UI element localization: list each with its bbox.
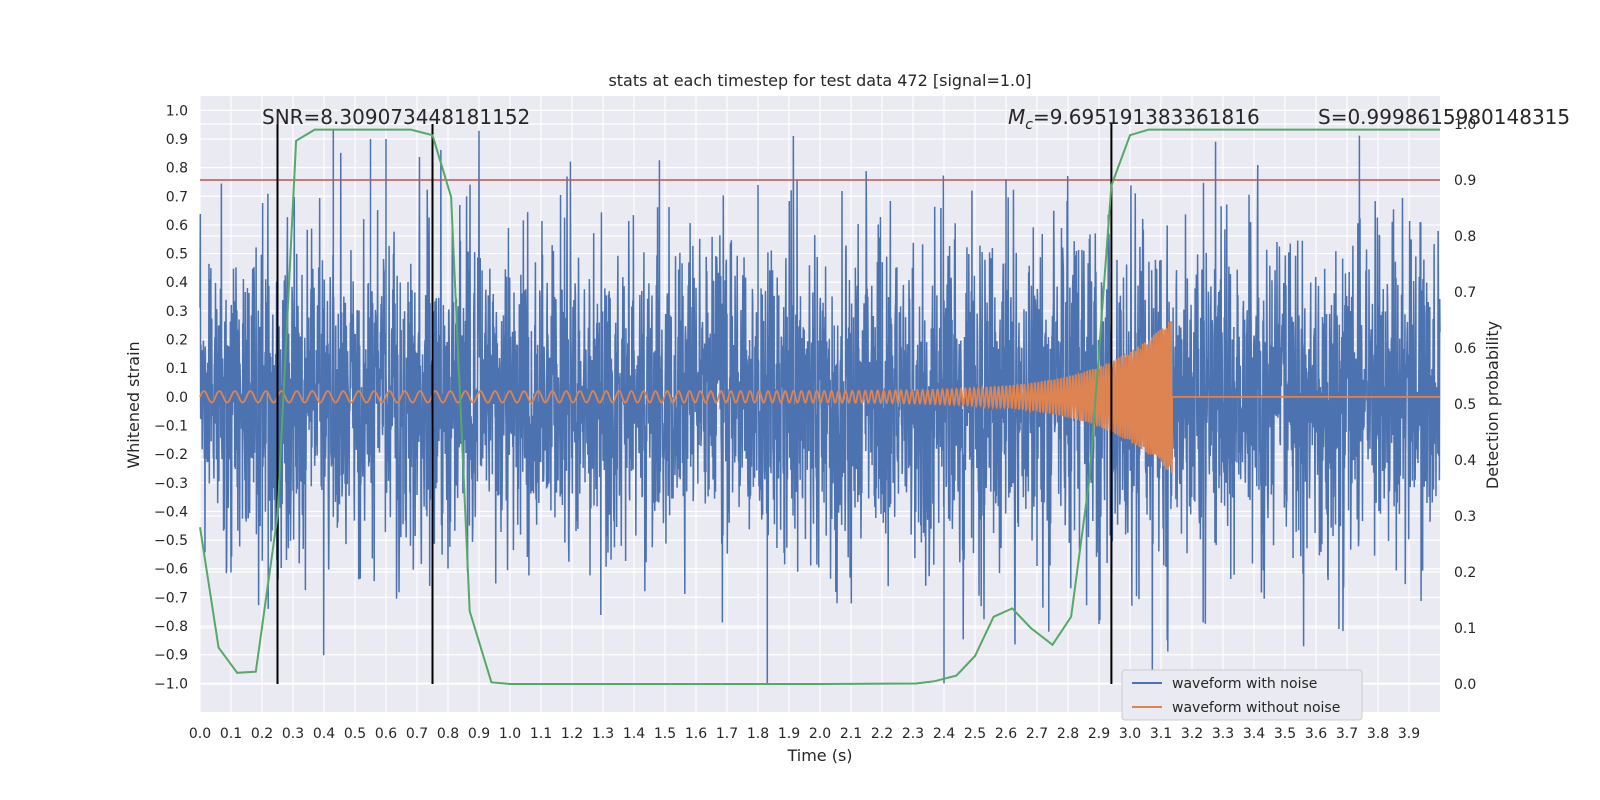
x-tick-label: 2.4 [933,726,955,742]
x-axis-label: Time (s) [786,746,852,765]
x-tick-label: 1.0 [499,726,521,742]
y-tick-label: −0.3 [154,476,188,492]
y-tick-label: 0.3 [166,304,188,320]
x-tick-label: 1.6 [685,726,707,742]
legend: waveform with noise waveform without noi… [1121,669,1363,721]
y2-tick-label: 0.9 [1454,173,1476,189]
x-tick-label: 3.8 [1367,726,1389,742]
y-axis-label: Whitened strain [124,341,143,468]
y-tick-label: 0.5 [166,247,188,263]
y2-axis-label: Detection probability [1483,321,1502,489]
y-tick-label: 0.7 [166,189,188,205]
legend-box [1121,669,1363,721]
mc-value: =9.695191383361816 [1033,105,1260,129]
y2-tick-label: 0.0 [1454,677,1476,693]
x-tick-label: 0.8 [437,726,459,742]
x-tick-label: 3.0 [1119,726,1141,742]
y-tick-label: −0.6 [154,562,188,578]
x-tick-label: 0.5 [344,726,366,742]
x-tick-label: 1.8 [747,726,769,742]
series-waveform-with-noise [199,130,1441,684]
s-annotation: S=0.9998615980148315 [1318,105,1570,129]
snr-annotation: SNR=8.309073448181152 [262,105,530,129]
x-tick-label: 3.9 [1398,726,1420,742]
x-tick-label: 0.4 [313,726,335,742]
y-tick-label: −0.4 [154,504,188,520]
x-tick-label: 3.1 [1150,726,1172,742]
x-tick-label: 3.7 [1336,726,1358,742]
series-detection-probability [199,128,1440,685]
x-tick-label: 2.9 [1088,726,1110,742]
x-tick-label: 2.7 [1026,726,1048,742]
y2-tick-label: 0.4 [1454,453,1476,469]
x-tick-label: 0.2 [251,726,273,742]
y2-tick-label: 0.7 [1454,285,1476,301]
y-tick-label: −1.0 [154,676,188,692]
x-tick-label: 2.5 [964,726,986,742]
y-tick-label: 0.0 [166,390,188,406]
x-tick-label: 2.6 [995,726,1017,742]
mc-subscript: c [1025,117,1033,133]
y-tick-label: −0.2 [154,447,188,463]
y-tick-label: 1.0 [166,103,188,119]
x-tick-label: 2.1 [840,726,862,742]
mc-annotation: Mc=9.695191383361816 [1008,105,1260,133]
mc-symbol: M [1008,105,1025,129]
y-tick-label: 0.2 [166,333,188,349]
y-tick-label: 0.8 [166,161,188,177]
x-tick-label: 2.3 [902,726,924,742]
x-tick-label: 1.1 [530,726,552,742]
y-tick-label: −0.5 [154,533,188,549]
y-tick-label: −0.1 [154,418,188,434]
y-tick-label: −0.7 [154,590,188,606]
legend-label-noise: waveform with noise [1172,676,1317,692]
x-tick-label: 0.3 [282,726,304,742]
x-tick-label: 2.8 [1057,726,1079,742]
x-tick-label: 3.3 [1212,726,1234,742]
ticks: 0.0 0.1 0.2 0.3 0.4 0.5 0.6 0.7 0.8 0.9 1.0 1.1 1.2 1… [154,103,1476,742]
x-tick-label: 1.7 [716,726,738,742]
y2-tick-label: 0.3 [1454,509,1476,525]
x-tick-label: 2.0 [809,726,831,742]
x-tick-label: 3.5 [1274,726,1296,742]
x-tick-label: 0.9 [468,726,490,742]
chart-title: stats at each timestep for test data 472… [608,71,1031,90]
y-tick-label: 0.4 [166,275,188,291]
x-tick-label: 1.4 [623,726,645,742]
y-tick-label: −0.8 [154,619,188,635]
y-tick-label: 0.6 [166,218,188,234]
y2-tick-label: 0.6 [1454,341,1476,357]
x-tick-label: 1.3 [592,726,614,742]
x-tick-label: 3.6 [1305,726,1327,742]
y2-tick-label: 0.8 [1454,229,1476,245]
x-tick-label: 0.1 [220,726,242,742]
x-tick-label: 1.5 [654,726,676,742]
x-tick-label: 3.4 [1243,726,1265,742]
y-tick-label: 0.1 [166,361,188,377]
x-tick-label: 1.2 [561,726,583,742]
x-tick-label: 0.0 [189,726,211,742]
x-tick-label: 3.2 [1181,726,1203,742]
y-tick-label: −0.9 [154,648,188,664]
plot-area [199,124,1441,685]
y-tick-label: 0.9 [166,132,188,148]
x-tick-label: 1.9 [778,726,800,742]
y2-tick-label: 1.0 [1454,117,1476,133]
legend-label-clean: waveform without noise [1172,700,1340,716]
x-tick-label: 0.7 [406,726,428,742]
y2-tick-label: 0.1 [1454,621,1476,637]
y2-tick-label: 0.5 [1454,397,1476,413]
x-tick-label: 0.6 [375,726,397,742]
series-waveform-without-noise [199,321,1440,474]
y2-tick-label: 0.2 [1454,565,1476,581]
x-tick-label: 2.2 [871,726,893,742]
